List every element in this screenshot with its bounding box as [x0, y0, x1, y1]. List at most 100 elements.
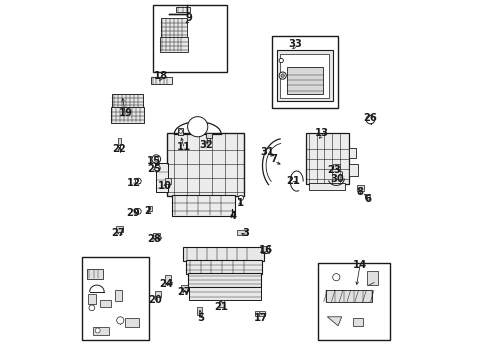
Bar — [348, 164, 357, 176]
Bar — [178, 128, 183, 135]
Text: 14: 14 — [352, 260, 367, 270]
Bar — [112, 94, 142, 108]
Text: 3: 3 — [242, 228, 248, 238]
Bar — [306, 133, 348, 184]
Text: 23: 23 — [327, 165, 341, 175]
Text: 7: 7 — [270, 154, 277, 164]
Circle shape — [206, 139, 210, 142]
Bar — [236, 230, 247, 235]
Text: 28: 28 — [146, 234, 161, 244]
Circle shape — [135, 208, 141, 214]
Text: 19: 19 — [119, 108, 132, 118]
Bar — [151, 77, 171, 84]
Text: 29: 29 — [126, 208, 140, 218]
Text: 17: 17 — [253, 312, 267, 323]
Circle shape — [152, 155, 160, 163]
Bar — [308, 183, 344, 190]
Bar — [332, 164, 339, 169]
Bar — [110, 107, 143, 123]
Text: 24: 24 — [159, 279, 173, 289]
Bar — [136, 179, 140, 183]
Text: 33: 33 — [287, 39, 301, 49]
Bar — [276, 50, 332, 101]
Bar — [325, 290, 371, 302]
Text: 5: 5 — [197, 312, 203, 323]
Text: 20: 20 — [148, 294, 162, 305]
Bar — [156, 163, 167, 192]
Text: 16: 16 — [259, 245, 273, 255]
Text: 11: 11 — [177, 141, 191, 152]
Bar — [272, 36, 337, 108]
Circle shape — [117, 317, 123, 324]
Text: 8: 8 — [355, 186, 363, 197]
Bar — [161, 18, 186, 38]
Bar — [218, 300, 224, 307]
Bar — [165, 275, 170, 283]
Bar — [205, 133, 211, 138]
Bar — [197, 307, 202, 315]
Text: 21: 21 — [214, 302, 227, 312]
Text: 30: 30 — [329, 174, 343, 184]
Polygon shape — [326, 317, 341, 326]
Circle shape — [366, 115, 374, 124]
Bar — [352, 318, 363, 326]
Circle shape — [279, 58, 283, 63]
Bar — [187, 273, 261, 287]
Bar — [116, 226, 123, 232]
Text: 12: 12 — [126, 178, 141, 188]
Bar — [164, 178, 171, 184]
Bar — [88, 294, 96, 304]
Bar — [125, 318, 139, 327]
Circle shape — [135, 178, 141, 184]
Bar — [260, 246, 268, 253]
Bar — [93, 327, 109, 335]
Bar — [118, 138, 121, 145]
Text: 2: 2 — [143, 206, 150, 216]
Text: 10: 10 — [157, 181, 171, 191]
Bar — [115, 290, 122, 301]
Text: 25: 25 — [146, 164, 161, 174]
Text: 1: 1 — [236, 198, 243, 208]
Bar — [152, 5, 227, 72]
Bar — [176, 7, 190, 12]
Text: 21: 21 — [285, 176, 300, 186]
Bar — [286, 67, 322, 94]
Bar — [181, 285, 187, 291]
Text: 6: 6 — [364, 194, 371, 204]
Bar — [160, 37, 187, 52]
Text: 32: 32 — [199, 140, 212, 150]
Bar — [81, 257, 149, 340]
Bar — [348, 148, 355, 158]
Text: 15: 15 — [146, 156, 161, 166]
Circle shape — [365, 195, 370, 200]
Text: 27: 27 — [111, 228, 124, 238]
Bar — [254, 311, 264, 316]
Circle shape — [238, 195, 243, 201]
Bar — [101, 300, 110, 307]
Text: 4: 4 — [228, 211, 236, 221]
Circle shape — [179, 130, 182, 133]
Circle shape — [280, 74, 284, 77]
Bar — [317, 263, 389, 340]
Bar — [167, 133, 244, 196]
Bar — [183, 247, 264, 261]
Bar — [366, 271, 377, 285]
Bar — [188, 287, 260, 300]
Text: 13: 13 — [314, 128, 328, 138]
Bar — [152, 233, 160, 238]
Text: 27: 27 — [177, 287, 190, 297]
Text: 18: 18 — [154, 71, 168, 81]
Bar — [155, 291, 160, 297]
Text: 31: 31 — [260, 147, 274, 157]
Circle shape — [332, 274, 339, 281]
Text: 26: 26 — [362, 113, 376, 123]
Bar — [148, 206, 152, 211]
Text: 22: 22 — [112, 144, 126, 154]
Bar — [87, 269, 103, 279]
Bar — [171, 195, 234, 216]
Circle shape — [187, 117, 207, 137]
Circle shape — [95, 328, 100, 333]
Bar — [279, 54, 329, 98]
Circle shape — [279, 72, 285, 79]
Text: 9: 9 — [185, 13, 192, 23]
